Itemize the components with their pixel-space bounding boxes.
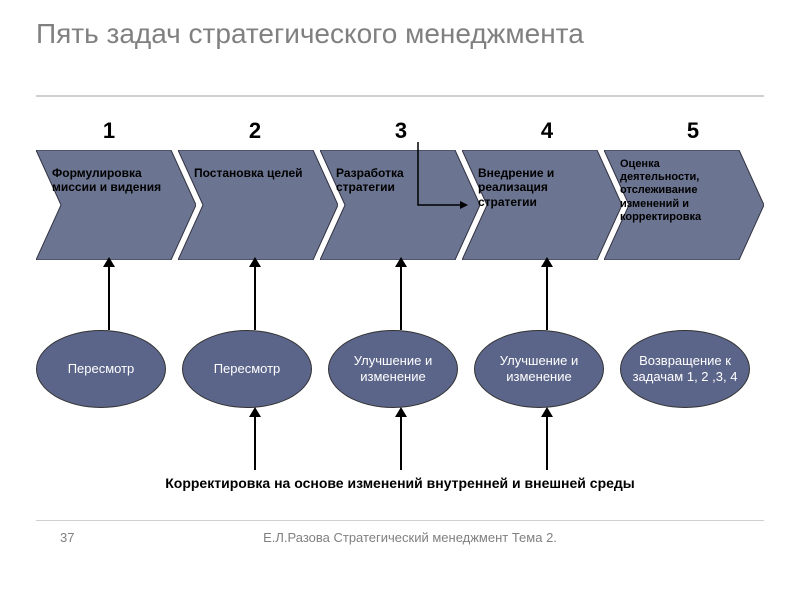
arrow-up-icon	[400, 265, 402, 330]
slide-title: Пять задач стратегического менеджмента	[36, 18, 584, 50]
chevron-step-2: Постановка целей	[178, 150, 338, 260]
step-numbers-row: 1 2 3 4 5	[36, 118, 766, 144]
chevron-step-4: Внедрение и реализация стратегии	[462, 150, 622, 260]
chevron-label: Оценка деятельности, отслеживание измене…	[620, 158, 740, 224]
footer-divider	[36, 520, 764, 521]
page-number: 37	[60, 530, 74, 545]
step-number: 4	[474, 118, 620, 144]
step-number: 2	[182, 118, 328, 144]
arrow-up-icon	[254, 265, 256, 330]
arrow-up-icon	[546, 265, 548, 330]
arrow-up-icon	[108, 265, 110, 330]
chevron-step-1: Формулировка миссии и видения	[36, 150, 196, 260]
arrow-up-icon	[546, 415, 548, 470]
chevron-label: Формулировка миссии и видения	[52, 166, 172, 195]
ellipse-1: Пересмотр	[36, 330, 166, 408]
ellipse-2: Пересмотр	[182, 330, 312, 408]
chevron-label: Внедрение и реализация стратегии	[478, 166, 598, 209]
chevron-label: Постановка целей	[194, 166, 314, 180]
arrow-up-icon	[254, 415, 256, 470]
ellipse-5: Возвращение к задачам 1, 2 ,3, 4	[620, 330, 750, 408]
chevron-step-3: Разработка стратегии	[320, 150, 480, 260]
bottom-caption: Корректировка на основе изменений внутре…	[36, 475, 764, 491]
chevron-row: Формулировка миссии и видения Постановка…	[36, 150, 766, 260]
ellipse-3: Улучшение и изменение	[328, 330, 458, 408]
step-number: 1	[36, 118, 182, 144]
chevron-step-5: Оценка деятельности, отслеживание измене…	[604, 150, 764, 260]
footer-text: Е.Л.Разова Стратегический менеджмент Тем…	[260, 530, 560, 547]
step-number: 3	[328, 118, 474, 144]
title-underline	[36, 95, 764, 97]
chevron-label: Разработка стратегии	[336, 166, 456, 195]
ellipse-row: Пересмотр Пересмотр Улучшение и изменени…	[36, 330, 766, 410]
arrow-up-icon	[400, 415, 402, 470]
step-number: 5	[620, 118, 766, 144]
ellipse-4: Улучшение и изменение	[474, 330, 604, 408]
